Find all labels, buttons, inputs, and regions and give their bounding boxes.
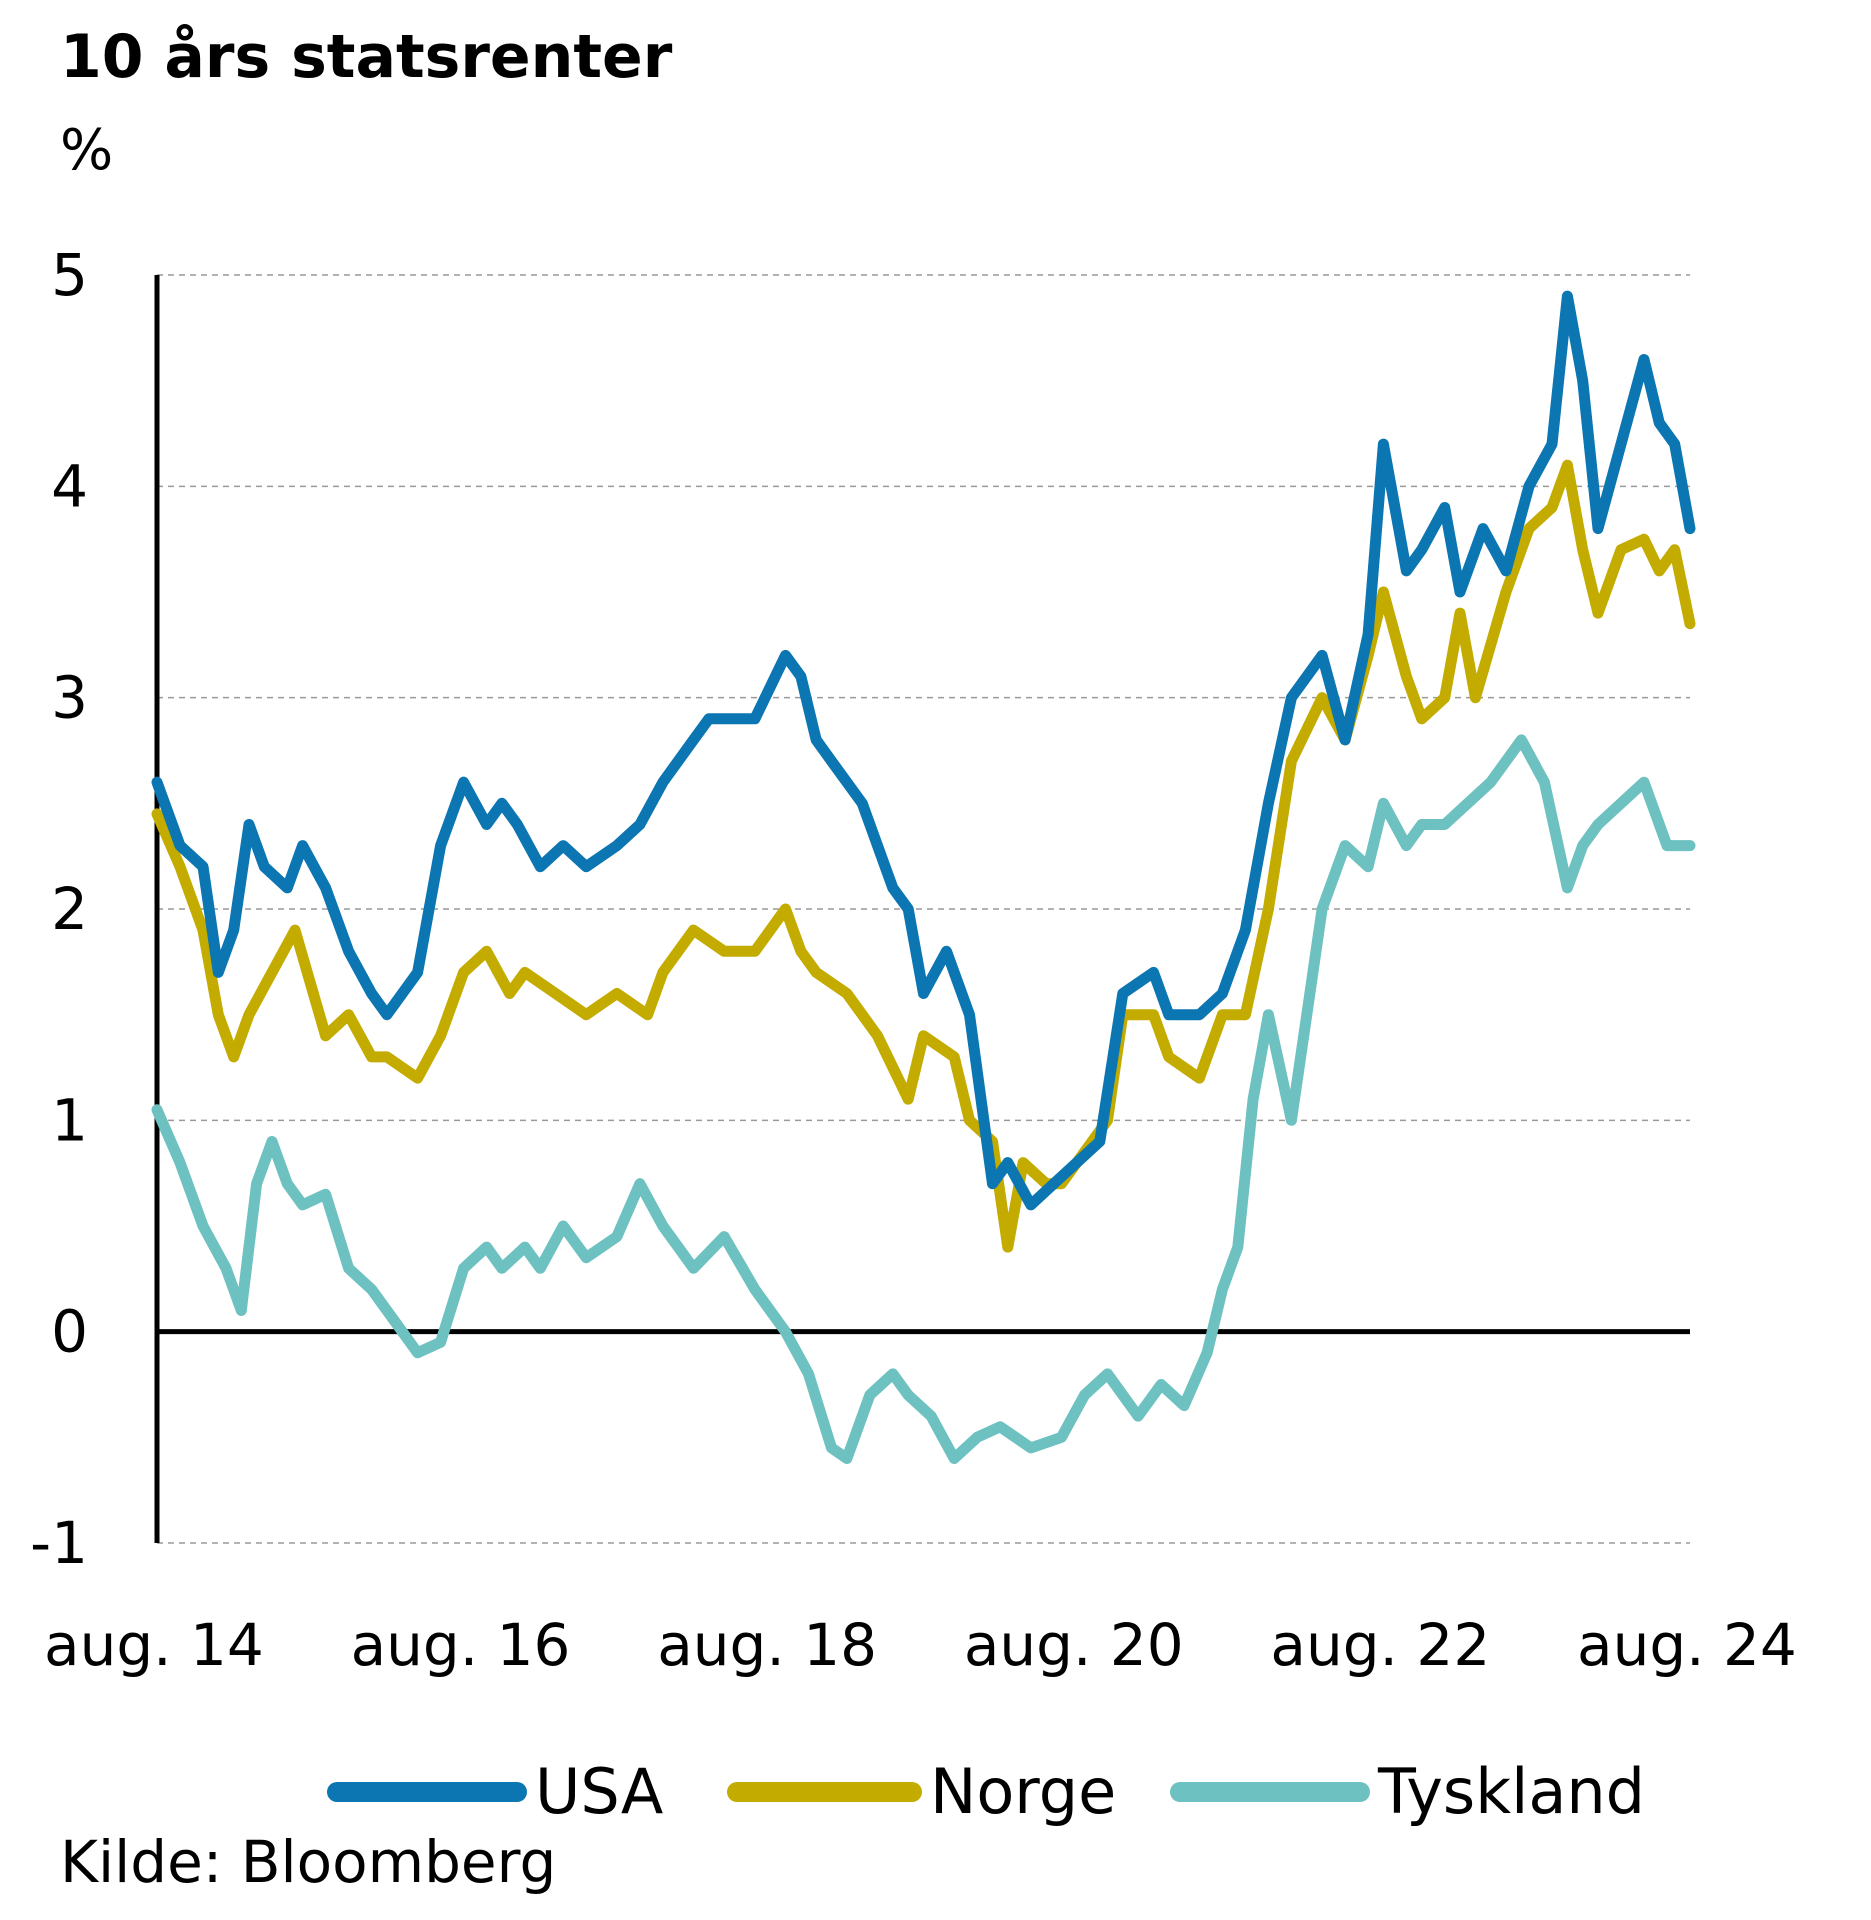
legend: USA Norge Tyskland [0, 1755, 1871, 1845]
series-line-norge [151, 459, 1696, 1253]
legend-label: Tyskland [1378, 1755, 1645, 1828]
y-tick-label: 3 [51, 664, 88, 732]
x-tick-label: aug. 18 [657, 1611, 877, 1679]
legend-label: USA [535, 1755, 664, 1828]
y-axis-unit-label: % [60, 118, 114, 183]
legend-item-norge: Norge [727, 1755, 1116, 1828]
series-line-tyskland [151, 734, 1696, 1464]
legend-swatch [327, 1781, 527, 1802]
y-tick-label: 0 [51, 1298, 88, 1366]
legend-swatch [1170, 1781, 1370, 1802]
x-tick-label: aug. 24 [1577, 1611, 1797, 1679]
chart-title: 10 års statsrenter [60, 22, 673, 92]
x-tick-label: aug. 16 [351, 1611, 571, 1679]
x-tick-label: aug. 20 [964, 1611, 1184, 1679]
y-tick-label: 5 [51, 241, 88, 309]
y-tick-label: -1 [30, 1509, 88, 1577]
x-tick-label: aug. 14 [44, 1611, 264, 1679]
line-chart: -1 0 1 2 3 4 5 aug. 14 aug. 16 aug. 18 aug. 20 aug.… [30, 241, 1797, 1679]
legend-label: Norge [930, 1755, 1117, 1828]
legend-swatch [727, 1781, 922, 1802]
source-note: Kilde: Bloomberg [60, 1828, 557, 1896]
legend-item-tyskland: Tyskland [1170, 1755, 1645, 1828]
y-tick-label: 1 [51, 1086, 88, 1154]
x-tick-label: aug. 22 [1270, 1611, 1490, 1679]
y-tick-label: 2 [51, 875, 88, 943]
y-tick-label: 4 [51, 452, 88, 520]
series-line-usa [151, 290, 1696, 1211]
legend-item-usa: USA [327, 1755, 663, 1828]
